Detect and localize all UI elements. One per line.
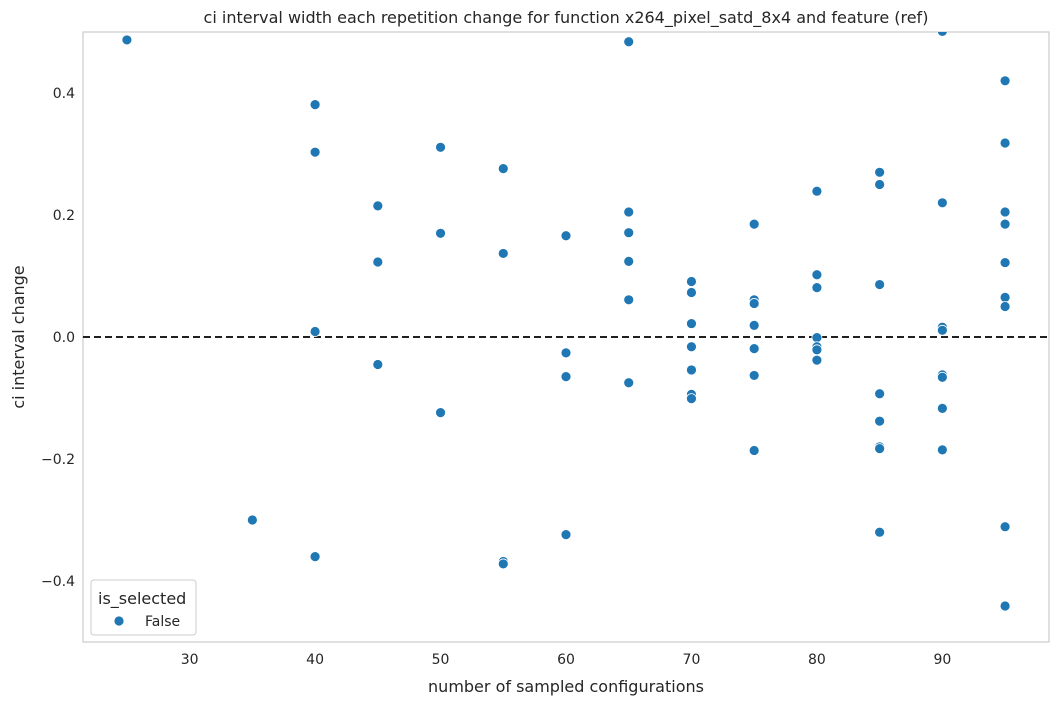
data-point xyxy=(121,34,133,46)
data-point xyxy=(999,218,1011,230)
data-point xyxy=(811,344,823,356)
data-point xyxy=(811,332,823,344)
data-point xyxy=(497,248,509,259)
data-point xyxy=(874,415,886,427)
data-point xyxy=(999,75,1011,87)
data-point xyxy=(309,326,321,337)
data-point xyxy=(999,257,1011,268)
data-point xyxy=(372,359,384,370)
data-point xyxy=(560,371,572,383)
data-point xyxy=(686,276,697,287)
data-point xyxy=(811,185,823,197)
data-point xyxy=(936,197,948,209)
data-point xyxy=(811,282,823,293)
data-point xyxy=(874,179,886,190)
data-point xyxy=(623,206,635,218)
data-point xyxy=(623,36,635,48)
data-point xyxy=(435,141,446,153)
data-point xyxy=(936,32,948,37)
data-point xyxy=(309,551,321,562)
chart-title: ci interval width each repetition change… xyxy=(204,8,929,28)
data-point xyxy=(874,279,886,290)
legend-entry-false: False xyxy=(145,614,180,630)
x-tick-label: 70 xyxy=(683,652,701,668)
data-point xyxy=(623,255,635,267)
y-tick-label: 0.2 xyxy=(53,208,75,224)
data-point xyxy=(748,343,760,354)
data-point xyxy=(936,371,948,383)
data-point xyxy=(309,146,321,158)
data-points xyxy=(121,32,1011,612)
y-axis-label: ci interval change xyxy=(9,265,28,408)
data-point xyxy=(936,402,948,414)
y-axis-ticks: −0.4 −0.2 0.0 0.2 0.4 xyxy=(41,86,75,590)
data-point xyxy=(748,370,760,381)
data-point xyxy=(874,443,886,455)
data-point xyxy=(497,163,509,175)
data-point xyxy=(372,256,384,268)
legend: is_selected False xyxy=(90,579,197,636)
data-point xyxy=(874,526,886,538)
x-tick-label: 40 xyxy=(306,652,324,668)
y-tick-label: 0.4 xyxy=(53,86,75,102)
data-point xyxy=(686,287,697,298)
x-tick-label: 90 xyxy=(933,652,951,668)
data-point xyxy=(435,227,446,239)
data-point xyxy=(623,377,635,389)
data-point xyxy=(686,341,697,353)
data-point xyxy=(811,269,823,281)
data-point xyxy=(560,230,572,242)
legend-marker xyxy=(113,615,125,627)
y-tick-label: −0.4 xyxy=(41,574,75,590)
data-point xyxy=(686,364,697,376)
data-point xyxy=(999,600,1011,612)
data-point xyxy=(560,347,572,359)
data-point xyxy=(748,298,760,309)
x-tick-label: 60 xyxy=(557,652,575,668)
data-point xyxy=(497,558,509,570)
data-point xyxy=(936,324,948,336)
data-point xyxy=(748,218,760,230)
data-point xyxy=(748,445,760,456)
data-point xyxy=(686,318,697,329)
data-point xyxy=(623,227,635,239)
data-point xyxy=(246,514,258,526)
data-point xyxy=(999,521,1011,533)
data-point xyxy=(560,529,572,541)
x-tick-label: 30 xyxy=(181,652,199,668)
data-point xyxy=(435,407,446,419)
x-axis-ticks: 30 40 50 60 70 80 90 xyxy=(181,652,952,668)
data-point xyxy=(811,354,823,366)
x-tick-label: 50 xyxy=(432,652,450,668)
y-tick-label: −0.2 xyxy=(41,452,75,468)
x-axis-label: number of sampled configurations xyxy=(428,677,704,696)
data-point xyxy=(372,200,384,212)
data-point xyxy=(999,291,1011,303)
data-point xyxy=(874,388,886,400)
data-point xyxy=(999,137,1011,149)
data-point xyxy=(936,444,948,456)
data-point xyxy=(686,393,697,405)
data-point xyxy=(999,301,1011,312)
data-point xyxy=(874,166,886,178)
x-tick-label: 80 xyxy=(808,652,826,668)
data-point xyxy=(623,294,635,306)
data-point xyxy=(748,320,760,331)
legend-title: is_selected xyxy=(98,589,186,609)
data-point xyxy=(309,99,321,110)
data-point xyxy=(999,206,1011,218)
y-tick-label: 0.0 xyxy=(53,330,75,346)
